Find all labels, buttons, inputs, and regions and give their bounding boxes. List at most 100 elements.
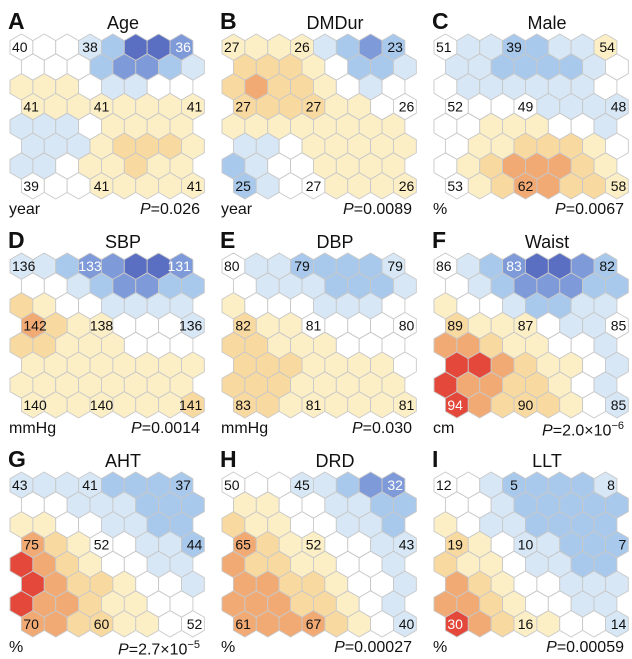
- cell-value-label: 53: [447, 178, 463, 194]
- p-value-number: =2.0×10: [552, 422, 612, 440]
- cell-value-label: 79: [387, 258, 403, 274]
- unit-label: mmHg: [9, 420, 57, 437]
- panel-letter: A: [8, 8, 25, 34]
- hex-map-svg: 40 38 36 41 41 41 39 41 41: [9, 33, 205, 200]
- hex-map-svg: 86 83 82 89 87 85 94 90 85: [433, 252, 629, 419]
- cell-value-label: 37: [175, 477, 191, 493]
- cell-value-label: 65: [235, 537, 251, 553]
- p-value: P=0.00059: [546, 640, 624, 656]
- panel-letter: F: [432, 227, 447, 253]
- hex-cell: [181, 172, 205, 200]
- cell-value-label: 80: [399, 318, 415, 334]
- som-hex-map: 27 26 23 27 27 26 25 27 26: [220, 32, 417, 200]
- unit-label: cm: [433, 420, 455, 437]
- som-hex-map: 40 38 36 41 41 41 39 41 41: [8, 32, 205, 200]
- p-value: P=2.0×10−6: [542, 421, 624, 439]
- cell-value-label: 30: [447, 616, 463, 632]
- unit-label: year: [9, 201, 41, 218]
- cell-value-label: 49: [518, 99, 534, 115]
- cell-value-label: 41: [187, 99, 203, 115]
- panel-letter: H: [220, 446, 237, 472]
- cell-value-label: 38: [82, 39, 98, 55]
- p-symbol: P: [351, 420, 363, 437]
- p-value-number: =0.026: [150, 201, 200, 218]
- p-symbol: P: [542, 422, 553, 440]
- som-hex-map: 43 41 37 75 52 44 70 60 52: [8, 470, 205, 638]
- unit-label: %: [433, 639, 448, 656]
- panel-letter: E: [220, 227, 236, 253]
- som-hex-map: 50 45 32 65 52 43 61 67 40: [220, 470, 417, 638]
- cell-value-label: 79: [294, 258, 310, 274]
- p-value: P=0.0014: [131, 421, 200, 437]
- panel-title: SBP: [104, 232, 142, 252]
- p-value-number: =0.030: [362, 420, 412, 437]
- hex-cell: [605, 172, 629, 200]
- panel-title: DBP: [316, 232, 354, 252]
- cell-value-label: 32: [387, 477, 403, 493]
- cell-value-label: 138: [90, 318, 114, 334]
- cell-value-label: 80: [224, 258, 240, 274]
- panel-letter: G: [8, 446, 26, 472]
- cell-value-label: 85: [611, 397, 627, 413]
- p-value: P=0.00027: [334, 640, 412, 656]
- cell-value-label: 58: [611, 178, 627, 194]
- cell-value-label: 43: [12, 477, 28, 493]
- panel-title: AHT: [105, 451, 141, 471]
- cell-value-label: 7: [619, 537, 627, 553]
- hex-map-svg: 27 26 23 27 27 26 25 27 26: [221, 33, 417, 200]
- som-hex-map: 51 39 54 52 49 48 53 62 58: [432, 32, 629, 200]
- cell-value-label: 52: [306, 537, 322, 553]
- cell-value-label: 136: [179, 318, 203, 334]
- p-value: P=2.7×10−5: [118, 640, 200, 658]
- cell-value-label: 44: [187, 537, 203, 553]
- p-symbol: P: [334, 639, 345, 656]
- p-value: P=0.026: [140, 202, 200, 218]
- panel-title: Age: [106, 13, 140, 33]
- hex-cell: [181, 610, 205, 638]
- cell-value-label: 89: [447, 318, 463, 334]
- cell-value-label: 142: [23, 318, 47, 334]
- p-value-number: =2.7×10: [128, 641, 188, 659]
- unit-label: mmHg: [221, 420, 269, 437]
- cell-value-label: 83: [235, 397, 251, 413]
- cell-value-label: 140: [90, 397, 114, 413]
- panel-c: C Male 51 39 54 52 49 48 53 62 58% P=0.0067: [432, 8, 629, 221]
- cell-value-label: 26: [399, 99, 415, 115]
- cell-value-label: 50: [224, 477, 240, 493]
- cell-value-label: 39: [506, 39, 522, 55]
- p-value-exponent: −5: [187, 639, 200, 651]
- cell-value-label: 67: [306, 616, 322, 632]
- cell-value-label: 41: [82, 477, 98, 493]
- cell-value-label: 140: [23, 397, 47, 413]
- p-value: P=0.0089: [343, 202, 412, 218]
- panel-d: D SBP 136 133 131 142 138 136 140 140 141 mmHg P=0.0…: [8, 227, 205, 440]
- hex-map-svg: 43 41 37 75 52 44 70 60 52: [9, 471, 205, 638]
- cell-value-label: 61: [235, 616, 251, 632]
- cell-value-label: 70: [23, 616, 39, 632]
- hex-map-svg: 51 39 54 52 49 48 53 62 58: [433, 33, 629, 200]
- cell-value-label: 60: [94, 616, 110, 632]
- panel-letter: C: [432, 8, 449, 34]
- p-value-exponent: −6: [611, 420, 624, 432]
- cell-value-label: 133: [78, 258, 102, 274]
- cell-value-label: 82: [599, 258, 615, 274]
- p-value: P=0.030: [352, 421, 412, 437]
- p-value-number: =0.00027: [344, 639, 412, 656]
- p-value-number: =0.00059: [556, 639, 624, 656]
- p-value: P=0.0067: [555, 202, 624, 218]
- panel-title: LLT: [532, 451, 562, 471]
- unit-label: year: [221, 201, 253, 218]
- hex-map-svg: 80 79 79 82 81 80 83 81 81: [221, 252, 417, 419]
- cell-value-label: 141: [179, 397, 203, 413]
- panel-b: B DMDur 27 26 23 27 27 26 25 27 26 year P=0.0089: [220, 8, 417, 221]
- cell-value-label: 52: [447, 99, 463, 115]
- cell-value-label: 40: [12, 39, 28, 55]
- cell-value-label: 19: [447, 537, 463, 553]
- cell-value-label: 5: [510, 477, 518, 493]
- cell-value-label: 14: [611, 616, 627, 632]
- cell-value-label: 27: [224, 39, 240, 55]
- panel-letter: I: [432, 446, 439, 472]
- p-symbol: P: [118, 641, 129, 659]
- panel-f: F Waist 86 83 82 89 87 85 94 90 85 cm P=2.0×10−6: [432, 227, 629, 440]
- unit-label: %: [221, 639, 236, 656]
